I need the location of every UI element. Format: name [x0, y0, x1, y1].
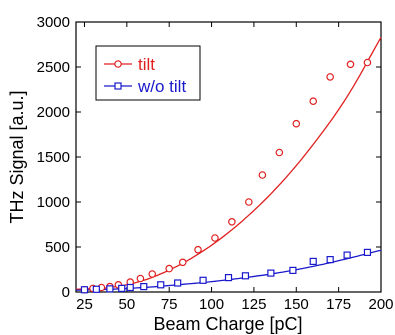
x-tick-label: 75	[161, 296, 178, 313]
point-wo-tilt	[92, 285, 100, 293]
point-tilt	[194, 245, 202, 254]
point-wo-tilt	[140, 283, 148, 291]
point-tilt	[309, 97, 318, 106]
point-tilt	[165, 264, 173, 273]
legend-marker-square	[114, 82, 122, 90]
point-tilt	[211, 234, 219, 242]
point-wo-tilt	[118, 284, 126, 292]
point-wo-tilt	[106, 285, 114, 293]
data-points	[80, 58, 372, 294]
y-axis-title: THz Signal [a.u.]	[7, 90, 27, 223]
x-tick-label: 50	[118, 296, 135, 313]
point-tilt	[363, 58, 372, 67]
point-tilt	[292, 119, 301, 128]
y-tick-label: 1000	[37, 194, 70, 211]
point-tilt	[275, 148, 284, 157]
point-tilt	[148, 270, 157, 278]
point-wo-tilt	[326, 256, 334, 264]
y-tick-label: 1500	[37, 149, 70, 166]
y-tick-label: 500	[45, 239, 70, 256]
y-axis: 0 500 1000 1500 2000 2500 3000	[37, 14, 381, 301]
point-wo-tilt	[267, 269, 275, 277]
point-tilt	[346, 60, 355, 69]
point-wo-tilt	[199, 276, 207, 284]
point-tilt	[326, 73, 334, 81]
point-wo-tilt	[363, 248, 372, 256]
y-tick-label: 2500	[37, 59, 70, 76]
x-tick-label: 125	[241, 296, 266, 313]
point-tilt	[178, 258, 187, 267]
legend-box	[95, 45, 201, 101]
x-axis-title: Beam Charge [pC]	[153, 314, 302, 334]
point-wo-tilt	[126, 283, 134, 292]
point-wo-tilt	[343, 251, 351, 259]
point-tilt	[136, 274, 145, 283]
point-wo-tilt	[241, 272, 250, 280]
point-wo-tilt	[157, 281, 165, 289]
x-tick-label: 150	[284, 296, 309, 313]
point-tilt	[245, 198, 253, 206]
legend-label: w/o tilt	[137, 77, 186, 96]
x-tick-label: 25	[76, 296, 93, 313]
x-tick-label: 175	[326, 296, 351, 313]
point-wo-tilt	[174, 279, 182, 287]
x-tick-label: 100	[199, 296, 224, 313]
y-tick-label: 2000	[37, 104, 70, 121]
point-wo-tilt	[309, 257, 317, 265]
point-tilt	[228, 218, 236, 226]
point-wo-tilt	[289, 266, 297, 274]
point-wo-tilt	[224, 274, 233, 282]
legend-marker-circle	[114, 60, 122, 68]
point-wo-tilt	[80, 286, 89, 294]
point-tilt	[258, 171, 267, 179]
legend-label: tilt	[138, 55, 155, 74]
y-tick-label: 3000	[37, 14, 70, 31]
legend: tilt w/o tilt	[95, 45, 201, 101]
x-axis: 25 50 75 100 125 150 175 200	[76, 22, 394, 313]
y-tick-label: 0	[62, 284, 70, 301]
x-tick-label: 200	[368, 296, 393, 313]
